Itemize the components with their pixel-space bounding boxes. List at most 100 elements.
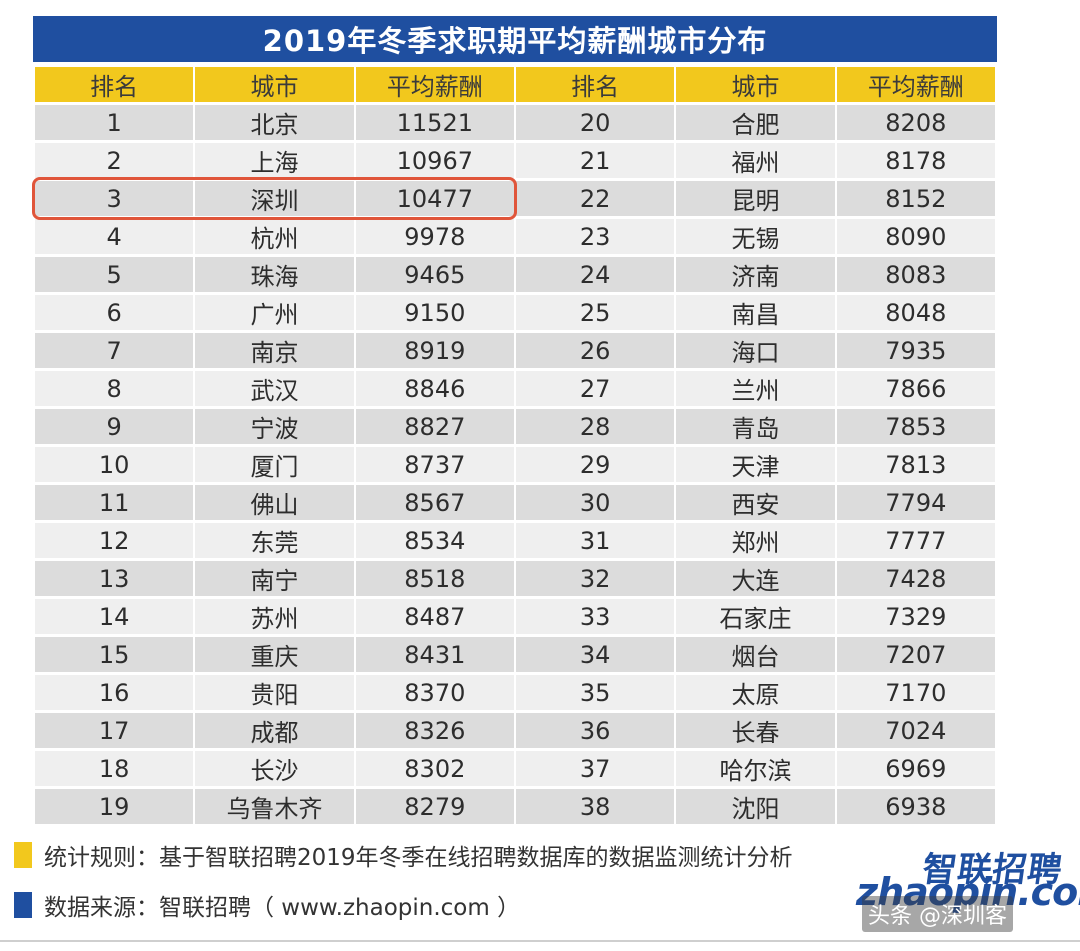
city-cell: 上海 [195,143,354,178]
city-cell: 青岛 [676,409,835,444]
salary-cell: 7935 [836,333,995,368]
header-rank-right: 排名 [515,67,675,102]
rank-cell: 15 [35,637,194,672]
city-cell: 福州 [676,143,835,178]
rank-cell: 5 [35,257,194,292]
city-cell: 大连 [676,561,835,596]
city-cell: 太原 [676,675,835,710]
table-row: 2 上海 10967 21 福州 8178 [35,143,995,178]
city-cell: 无锡 [676,219,835,254]
rank-cell: 23 [515,219,675,254]
rank-cell: 17 [35,713,194,748]
rank-cell: 25 [515,295,675,330]
city-cell: 苏州 [195,599,354,634]
city-cell: 哈尔滨 [676,751,835,786]
salary-cell: 10477 [355,181,514,216]
rank-cell: 30 [515,485,675,520]
city-cell: 南宁 [195,561,354,596]
city-cell: 乌鲁木齐 [195,789,354,824]
rank-cell: 24 [515,257,675,292]
city-cell: 南昌 [676,295,835,330]
rank-cell: 11 [35,485,194,520]
city-cell: 珠海 [195,257,354,292]
header-rank-left: 排名 [35,67,194,102]
rank-cell: 33 [515,599,675,634]
rank-cell: 4 [35,219,194,254]
city-cell: 长春 [676,713,835,748]
city-cell: 深圳 [195,181,354,216]
table-row: 6 广州 9150 25 南昌 8048 [35,295,995,330]
salary-cell: 8083 [836,257,995,292]
rank-cell: 10 [35,447,194,482]
table-header-row: 排名 城市 平均薪酬 排名 城市 平均薪酬 [35,67,995,102]
city-cell: 南京 [195,333,354,368]
salary-cell: 8152 [836,181,995,216]
city-cell: 武汉 [195,371,354,406]
city-cell: 杭州 [195,219,354,254]
rank-cell: 22 [515,181,675,216]
table-row: 8 武汉 8846 27 兰州 7866 [35,371,995,406]
watermark: 头条 @深圳客 [862,896,1013,932]
header-salary-right: 平均薪酬 [836,67,995,102]
rank-cell: 20 [515,105,675,140]
rank-cell: 32 [515,561,675,596]
salary-cell: 8827 [355,409,514,444]
rank-cell: 38 [515,789,675,824]
city-cell: 成都 [195,713,354,748]
zhaopin-logo: 智联招聘 zhaopin.com [856,842,1080,914]
table-row: 12 东莞 8534 31 郑州 7777 [35,523,995,558]
yellow-square-icon [14,842,32,868]
salary-cell: 8279 [355,789,514,824]
salary-cell: 8919 [355,333,514,368]
table-row: 9 宁波 8827 28 青岛 7853 [35,409,995,444]
salary-cell: 8370 [355,675,514,710]
city-cell: 重庆 [195,637,354,672]
salary-cell: 9978 [355,219,514,254]
rank-cell: 19 [35,789,194,824]
header-city-right: 城市 [676,67,835,102]
rank-cell: 29 [515,447,675,482]
city-cell: 济南 [676,257,835,292]
salary-cell: 8567 [355,485,514,520]
salary-table: 排名 城市 平均薪酬 排名 城市 平均薪酬 1 北京 11521 20 合肥 8208 2 上… [33,64,997,827]
salary-cell: 7207 [836,637,995,672]
rank-cell: 31 [515,523,675,558]
rank-cell: 8 [35,371,194,406]
salary-cell: 10967 [355,143,514,178]
table-row: 15 重庆 8431 34 烟台 7207 [35,637,995,672]
salary-cell: 6938 [836,789,995,824]
city-cell: 厦门 [195,447,354,482]
table-row: 17 成都 8326 36 长春 7024 [35,713,995,748]
salary-cell: 8048 [836,295,995,330]
table-row: 14 苏州 8487 33 石家庄 7329 [35,599,995,634]
salary-cell: 9150 [355,295,514,330]
city-cell: 兰州 [676,371,835,406]
city-cell: 北京 [195,105,354,140]
header-salary-left: 平均薪酬 [355,67,514,102]
rank-cell: 14 [35,599,194,634]
table-row: 7 南京 8919 26 海口 7935 [35,333,995,368]
salary-cell: 7853 [836,409,995,444]
salary-cell: 8518 [355,561,514,596]
blue-square-icon [14,892,32,918]
salary-cell: 8534 [355,523,514,558]
city-cell: 佛山 [195,485,354,520]
table-row: 1 北京 11521 20 合肥 8208 [35,105,995,140]
salary-cell: 7024 [836,713,995,748]
salary-cell: 7170 [836,675,995,710]
city-cell: 烟台 [676,637,835,672]
source-note: 数据来源：智联招聘（ www.zhaopin.com ） [14,888,520,922]
rank-cell: 3 [35,181,194,216]
rank-cell: 6 [35,295,194,330]
salary-cell: 8090 [836,219,995,254]
salary-cell: 8737 [355,447,514,482]
salary-cell: 6969 [836,751,995,786]
rule-note-text: 统计规则：基于智联招聘2019年冬季在线招聘数据库的数据监测统计分析 [44,845,793,871]
rank-cell: 28 [515,409,675,444]
city-cell: 郑州 [676,523,835,558]
city-cell: 西安 [676,485,835,520]
rank-cell: 2 [35,143,194,178]
salary-cell: 8431 [355,637,514,672]
table-row: 10 厦门 8737 29 天津 7813 [35,447,995,482]
city-cell: 宁波 [195,409,354,444]
